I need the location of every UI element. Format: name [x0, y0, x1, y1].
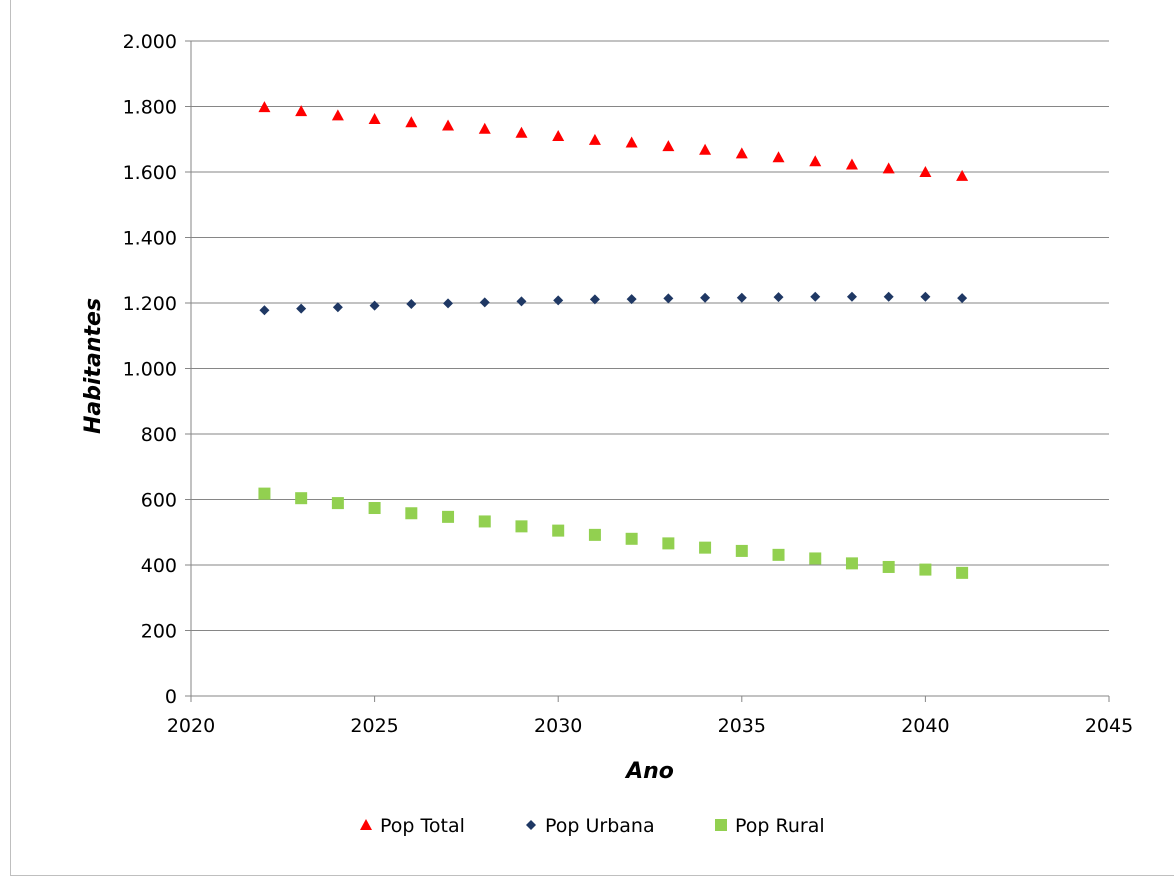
legend-marker — [715, 819, 727, 831]
data-point — [625, 136, 638, 148]
data-point — [405, 116, 418, 128]
data-point — [515, 520, 528, 533]
data-point — [331, 497, 344, 510]
x-axis-title: Ano — [624, 759, 674, 784]
axes — [190, 41, 1110, 702]
data-point — [552, 524, 565, 537]
data-marks — [258, 101, 969, 579]
legend-label: Pop Urbana — [545, 815, 655, 837]
data-point — [956, 566, 969, 579]
y-tick-labels: 0 200 400 600 800 1.000 1.200 1.400 1.600 1.800 2.… — [123, 31, 177, 708]
data-point — [809, 552, 822, 565]
data-point — [919, 166, 932, 177]
y-tick-label: 1.400 — [123, 228, 177, 250]
x-tick-label: 2035 — [718, 715, 766, 737]
data-point — [478, 515, 491, 528]
data-point — [442, 510, 455, 523]
series-pop-rural — [258, 487, 969, 579]
gridlines — [185, 40, 1109, 697]
chart-svg: 0 200 400 600 800 1.000 1.200 1.400 1.600 1.800 2.… — [81, 31, 1133, 837]
data-point — [699, 541, 712, 554]
data-point — [296, 303, 307, 314]
data-point — [810, 291, 821, 302]
data-point — [625, 532, 638, 545]
data-point — [882, 162, 895, 174]
data-point — [736, 292, 747, 303]
data-point — [516, 296, 527, 307]
data-point — [589, 294, 600, 305]
data-point — [588, 133, 601, 145]
x-tick-label: 2020 — [167, 715, 215, 737]
y-tick-label: 1.200 — [123, 293, 177, 315]
series-pop-total — [258, 101, 969, 181]
y-tick-label: 0 — [165, 686, 177, 708]
data-point — [735, 147, 748, 159]
data-point — [295, 105, 308, 117]
data-point — [920, 291, 931, 302]
x-tick-label: 2040 — [901, 715, 949, 737]
data-point — [845, 158, 858, 170]
y-tick-label: 1.800 — [123, 97, 177, 119]
data-point — [809, 155, 822, 167]
data-point — [552, 129, 565, 141]
data-point — [369, 300, 380, 311]
x-tick-label: 2045 — [1085, 715, 1133, 737]
legend-marker — [526, 820, 536, 830]
legend-marker — [360, 819, 372, 830]
legend: Pop Total Pop Urbana Pop Rural — [360, 815, 825, 837]
data-point — [553, 295, 564, 306]
data-point — [258, 101, 271, 113]
data-point — [772, 548, 785, 561]
legend-label: Pop Total — [380, 815, 465, 837]
data-point — [699, 143, 712, 155]
y-tick-label: 1.000 — [123, 359, 177, 381]
data-point — [956, 169, 969, 181]
legend-label: Pop Rural — [735, 815, 825, 837]
data-point — [845, 557, 858, 570]
data-point — [443, 298, 454, 309]
y-tick-label: 600 — [141, 490, 177, 512]
legend-item: Pop Urbana — [526, 815, 655, 837]
data-point — [882, 560, 895, 573]
data-point — [957, 293, 968, 304]
data-point — [295, 492, 308, 505]
data-point — [626, 294, 637, 305]
y-tick-label: 800 — [141, 424, 177, 446]
data-point — [442, 119, 455, 131]
y-tick-label: 1.600 — [123, 162, 177, 184]
y-tick-label: 200 — [141, 621, 177, 643]
y-tick-label: 2.000 — [123, 31, 177, 53]
data-point — [368, 502, 381, 515]
series-pop-urbana — [259, 291, 968, 316]
data-point — [919, 563, 932, 576]
chart-frame: 0 200 400 600 800 1.000 1.200 1.400 1.600 1.800 2.… — [10, 0, 1174, 876]
data-point — [405, 507, 418, 520]
data-point — [259, 305, 270, 316]
data-point — [368, 112, 381, 124]
data-point — [700, 292, 711, 303]
data-point — [663, 293, 674, 304]
data-point — [772, 151, 785, 163]
data-point — [478, 122, 491, 134]
x-tick-labels: 2020 2025 2030 2035 2040 2045 — [167, 715, 1133, 737]
y-tick-label: 400 — [141, 555, 177, 577]
legend-item: Pop Total — [360, 815, 465, 837]
x-tick-label: 2030 — [534, 715, 582, 737]
data-point — [662, 537, 675, 550]
legend-item: Pop Rural — [715, 815, 825, 837]
data-point — [662, 140, 675, 152]
data-point — [846, 291, 857, 302]
data-point — [735, 544, 748, 557]
data-point — [479, 297, 490, 308]
data-point — [331, 109, 344, 121]
y-axis-title: Habitantes — [81, 298, 106, 434]
data-point — [773, 292, 784, 303]
data-point — [332, 302, 343, 313]
data-point — [515, 126, 528, 138]
data-point — [588, 528, 601, 541]
data-point — [883, 291, 894, 302]
data-point — [258, 487, 271, 500]
x-tick-label: 2025 — [350, 715, 398, 737]
data-point — [406, 298, 417, 309]
